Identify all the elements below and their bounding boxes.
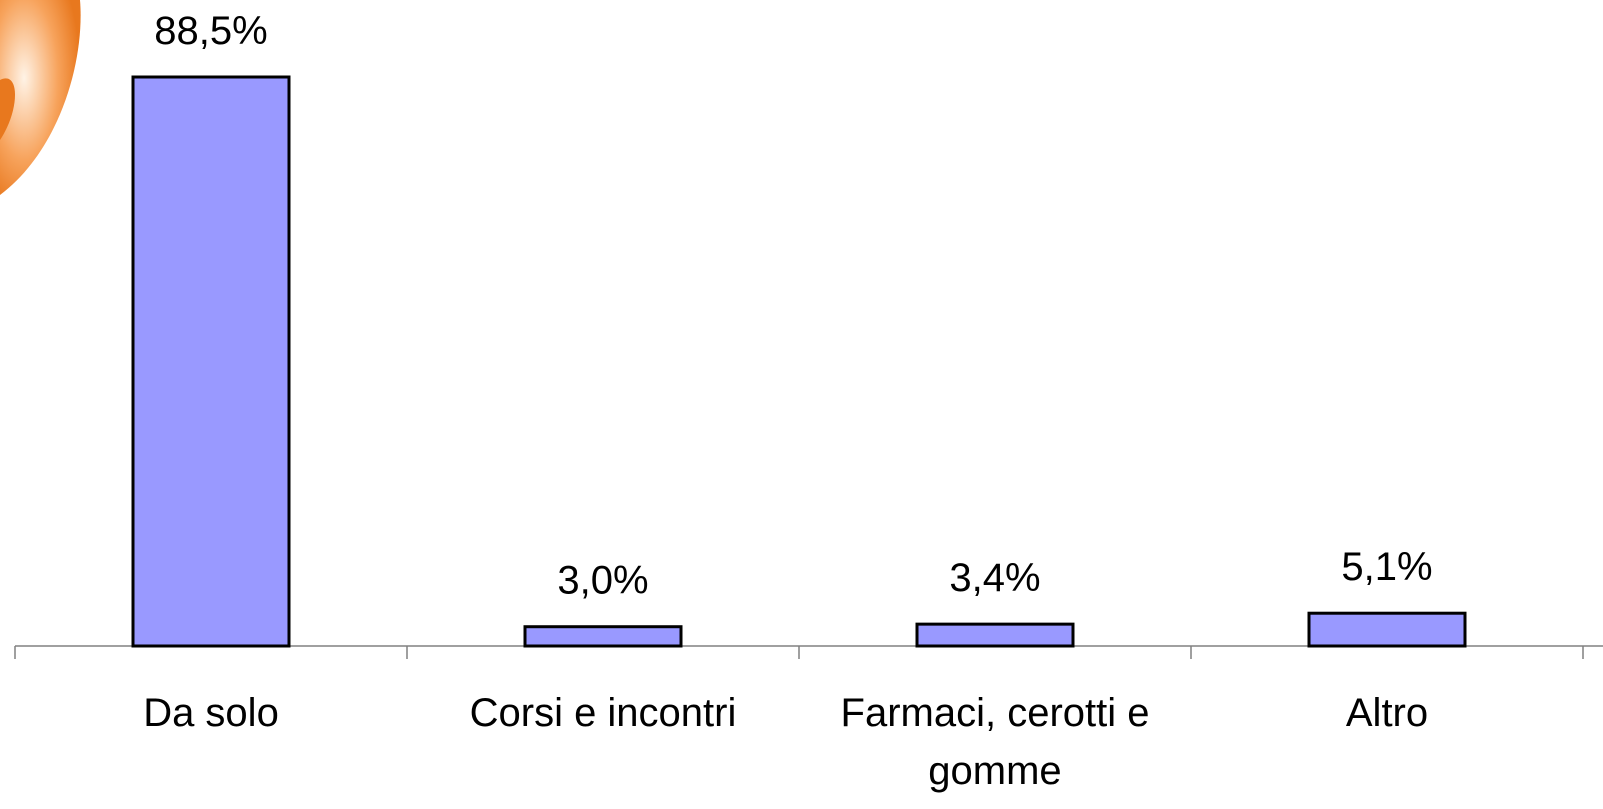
value-label: 88,5%: [154, 9, 267, 53]
value-label: 5,1%: [1341, 545, 1432, 589]
bar: [1307, 611, 1467, 648]
bar: [915, 622, 1075, 648]
value-label: 3,4%: [949, 556, 1040, 600]
bar: [131, 75, 291, 648]
value-label: 3,0%: [557, 559, 648, 603]
logo-decoration: [0, 0, 81, 195]
x-tick-label: Altro: [1345, 691, 1429, 735]
bar: [523, 625, 683, 648]
x-tick-label: Corsi e incontri: [469, 691, 737, 735]
x-tick-label: Farmaci, cerotti e gomme: [840, 691, 1150, 793]
x-tick-label: Da solo: [143, 691, 279, 735]
